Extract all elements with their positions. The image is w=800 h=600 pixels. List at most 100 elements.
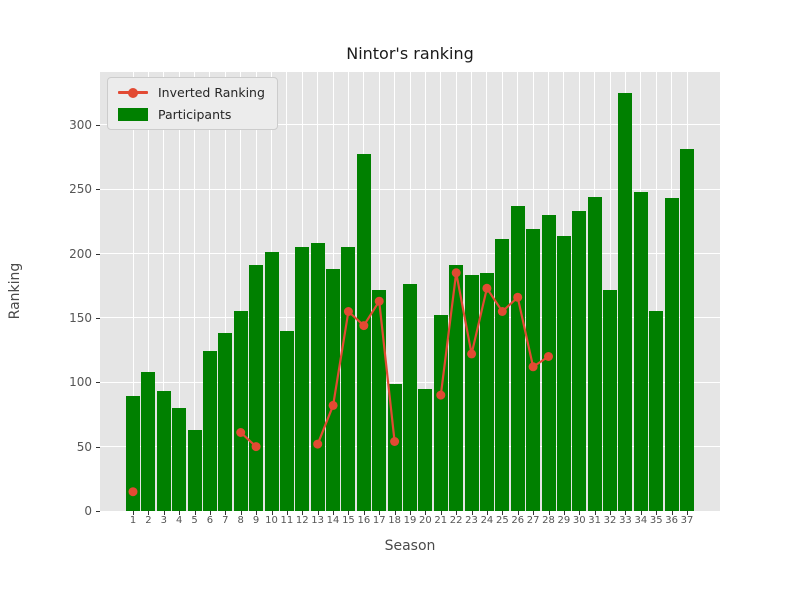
x-tick-mark <box>317 511 319 515</box>
x-tick-label-30: 30 <box>572 515 586 526</box>
x-tick-mark <box>271 511 273 515</box>
x-tick-label-20: 20 <box>419 515 432 526</box>
x-tick-label-8: 8 <box>237 515 244 526</box>
x-tick-mark <box>640 511 642 515</box>
gridline-vertical <box>286 72 288 511</box>
gridline-vertical <box>194 72 196 511</box>
x-tick-label-22: 22 <box>449 515 463 526</box>
bar-season-22 <box>449 265 464 511</box>
x-tick-label-33: 33 <box>619 515 632 526</box>
x-tick-mark <box>379 511 381 515</box>
bar-season-32 <box>603 289 618 511</box>
x-tick-label-4: 4 <box>175 515 183 526</box>
gridline-vertical <box>655 72 657 511</box>
gridline-horizontal <box>100 124 720 126</box>
bar-season-12 <box>295 247 310 511</box>
gridline-vertical <box>224 72 226 511</box>
x-tick-label-31: 31 <box>588 515 602 526</box>
bar-season-6 <box>202 351 217 511</box>
x-tick-mark <box>179 511 181 515</box>
x-tick-mark <box>502 511 504 515</box>
bar-season-17 <box>372 289 387 511</box>
x-tick-label-28: 28 <box>542 515 555 526</box>
bar-season-27 <box>526 229 541 511</box>
bar-season-23 <box>464 275 479 511</box>
x-tick-mark <box>440 511 442 515</box>
y-tick-mark <box>96 253 100 255</box>
x-tick-label-37: 37 <box>680 515 694 526</box>
legend-item-inverted-ranking: Inverted Ranking <box>118 85 265 100</box>
x-tick-mark <box>548 511 550 515</box>
x-tick-label-11: 11 <box>280 515 294 526</box>
bar-season-24 <box>479 272 494 511</box>
bar-season-13 <box>310 243 325 511</box>
x-tick-mark <box>533 511 535 515</box>
bar-season-34 <box>633 191 648 511</box>
x-tick-label-19: 19 <box>403 515 417 526</box>
x-tick-mark <box>286 511 288 515</box>
bar-season-8 <box>233 311 248 511</box>
x-tick-mark <box>163 511 165 515</box>
x-tick-label-24: 24 <box>480 515 494 526</box>
bar-season-37 <box>680 149 694 511</box>
bar-season-30 <box>572 211 587 511</box>
legend-item-participants: Participants <box>118 107 265 122</box>
gridline-horizontal <box>100 188 720 190</box>
legend-label: Participants <box>158 107 232 122</box>
x-tick-mark <box>671 511 673 515</box>
x-tick-mark <box>209 511 211 515</box>
x-tick-label-1: 1 <box>129 515 137 526</box>
x-tick-mark <box>363 511 365 515</box>
x-tick-label-3: 3 <box>160 515 167 526</box>
bar-season-25 <box>495 239 510 511</box>
plot-area: Inverted Ranking Participants <box>100 72 720 512</box>
bar-swatch-icon <box>118 108 148 121</box>
x-tick-mark <box>394 511 396 515</box>
bar-season-33 <box>618 92 633 511</box>
bar-season-16 <box>356 154 371 511</box>
x-tick-mark <box>563 511 565 515</box>
bar-season-10 <box>264 252 279 511</box>
gridline-vertical <box>424 72 426 511</box>
x-tick-label-18: 18 <box>388 515 401 526</box>
bar-season-18 <box>387 383 402 511</box>
bar-season-20 <box>418 388 433 511</box>
bar-season-29 <box>556 235 571 511</box>
y-tick-label-50: 50 <box>76 439 92 454</box>
x-tick-label-32: 32 <box>603 515 617 526</box>
x-tick-label-6: 6 <box>206 515 214 526</box>
gridline-horizontal <box>100 253 720 255</box>
bar-season-36 <box>664 198 679 511</box>
y-axis-label: Ranking <box>7 262 23 320</box>
x-tick-mark <box>148 511 150 515</box>
marker-dot-icon <box>128 87 138 98</box>
bar-season-31 <box>587 196 602 511</box>
x-axis-label: Season <box>384 538 436 554</box>
line-marker-swatch-icon <box>118 87 148 98</box>
x-tick-mark <box>656 511 658 515</box>
bar-season-9 <box>249 265 264 511</box>
y-tick-label-250: 250 <box>69 182 92 197</box>
x-tick-mark <box>256 511 258 515</box>
gridline-vertical <box>178 72 180 511</box>
gridline-vertical <box>147 72 149 511</box>
y-tick-mark <box>96 317 100 319</box>
bar-season-19 <box>403 284 417 511</box>
bar-season-21 <box>433 315 448 511</box>
bar-season-14 <box>326 268 341 511</box>
y-tick-label-200: 200 <box>69 246 92 261</box>
x-tick-label-10: 10 <box>265 515 278 526</box>
x-tick-label-17: 17 <box>372 515 386 526</box>
y-tick-mark <box>96 511 100 512</box>
x-tick-label-34: 34 <box>634 515 648 526</box>
x-tick-mark <box>610 511 612 515</box>
y-tick-mark <box>96 446 100 448</box>
gridline-vertical <box>132 72 134 511</box>
x-tick-mark <box>194 511 196 515</box>
bar-season-28 <box>541 214 556 511</box>
x-tick-label-27: 27 <box>526 515 540 526</box>
x-tick-mark <box>579 511 581 515</box>
bar-season-15 <box>341 247 356 511</box>
y-tick-label-0: 0 <box>84 504 92 518</box>
gridline-vertical <box>163 72 165 511</box>
